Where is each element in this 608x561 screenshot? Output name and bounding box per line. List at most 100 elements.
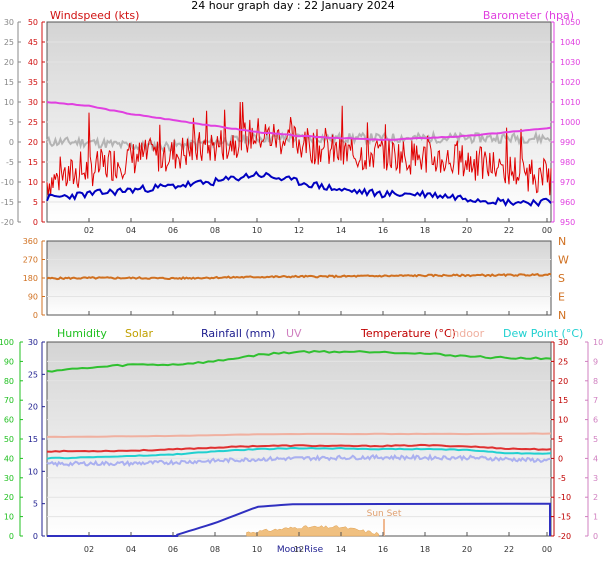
time-tick-label: 00 xyxy=(542,226,552,235)
temperature-tick-label: 30 xyxy=(558,338,568,347)
humidity-tick-label: 50 xyxy=(4,435,14,444)
temperature-tick-label: -10 xyxy=(558,493,571,502)
uv-tick-label: 0 xyxy=(593,532,598,541)
barometer-tick-label: 990 xyxy=(560,138,575,147)
direction-tick-label: 360 xyxy=(23,237,38,246)
indoor-line xyxy=(46,432,552,439)
chart-title: 24 hour graph day : 22 January 2024 xyxy=(191,0,395,12)
time-tick-label: 18 xyxy=(420,226,430,235)
time-tick-label: 12 xyxy=(294,226,304,235)
time-tick-label: 08 xyxy=(210,226,220,235)
direction-tick-label: 0 xyxy=(33,311,38,320)
temperature-tick-label: 25 xyxy=(558,357,568,366)
humidity-tick-label: 0 xyxy=(9,532,14,541)
humidity-tick-label: 20 xyxy=(4,493,14,502)
wind-axes: 302520151050-5-10-15-2050454035302520151… xyxy=(1,18,580,227)
barometer-tick-label: 960 xyxy=(560,198,575,207)
time-tick-label: 10 xyxy=(252,545,262,554)
gust-grey-line xyxy=(46,129,552,153)
legend: Humidity Solar Rainfall (mm) UV Temperat… xyxy=(57,327,583,340)
compass-label: E xyxy=(558,291,565,304)
wind-outer-tick-label: -20 xyxy=(1,218,14,227)
wind-outer-tick-label: 5 xyxy=(9,118,14,127)
time-tick-label: 10 xyxy=(252,226,262,235)
uv-tick-label: 9 xyxy=(593,357,598,366)
barometer-tick-label: 980 xyxy=(560,158,575,167)
sun-set-annotation: Sun Set xyxy=(367,509,402,519)
wind-outer-tick-label: 0 xyxy=(9,138,14,147)
temperature-tick-label: -5 xyxy=(558,474,566,483)
time-tick-label: 06 xyxy=(168,545,178,554)
compass-label: S xyxy=(558,272,565,285)
time-tick-label: 14 xyxy=(336,545,346,554)
barometer-tick-label: 1040 xyxy=(560,38,580,47)
time-tick-label: 02 xyxy=(84,226,94,235)
multi-axes: 1009080706050403020100302520151050302520… xyxy=(0,338,603,541)
windspeed-tick-label: 25 xyxy=(28,118,38,127)
temperature-tick-label: -15 xyxy=(558,513,571,522)
barometer-tick-label: 1030 xyxy=(560,58,580,67)
uv-tick-label: 8 xyxy=(593,377,598,386)
humidity-tick-label: 10 xyxy=(4,513,14,522)
direction-line xyxy=(46,272,552,281)
legend-indoor: Indoor xyxy=(449,327,485,340)
uv-tick-label: 3 xyxy=(593,474,598,483)
humidity-tick-label: 100 xyxy=(0,338,14,347)
barometer-tick-label: 1000 xyxy=(560,118,580,127)
legend-rainfall: Rainfall (mm) xyxy=(201,327,275,340)
uv-tick-label: 10 xyxy=(593,338,603,347)
wind-outer-tick-label: 25 xyxy=(4,38,14,47)
time-tick-label: 12 xyxy=(294,545,304,554)
direction-tick-label: 90 xyxy=(28,293,38,302)
wind-outer-tick-label: -10 xyxy=(1,178,14,187)
rainfall-tick-label: 25 xyxy=(28,370,38,379)
time-tick-label: 20 xyxy=(462,545,472,554)
time-tick-label: 04 xyxy=(126,545,136,554)
multi-series xyxy=(46,349,552,537)
temperature-tick-label: 10 xyxy=(558,416,568,425)
windspeed-tick-label: 30 xyxy=(28,98,38,107)
time-tick-label: 22 xyxy=(504,226,514,235)
rainfall-line xyxy=(47,502,552,537)
time-tick-label: 00 xyxy=(542,545,552,554)
windspeed-tick-label: 40 xyxy=(28,58,38,67)
windspeed-tick-label: 35 xyxy=(28,78,38,87)
temperature-line xyxy=(46,443,552,453)
barometer-tick-label: 950 xyxy=(560,218,575,227)
compass-label: W xyxy=(558,254,569,267)
uv-tick-label: 2 xyxy=(593,493,598,502)
barometer-tick-label: 1050 xyxy=(560,18,580,27)
rainfall-tick-label: 10 xyxy=(28,467,38,476)
windspeed-tick-label: 15 xyxy=(28,158,38,167)
wind-average-line xyxy=(46,170,552,208)
direction-series xyxy=(46,272,552,281)
humidity-line xyxy=(46,349,552,373)
temperature-tick-label: 5 xyxy=(558,435,563,444)
uv-tick-label: 4 xyxy=(593,454,598,463)
wind-series xyxy=(46,101,552,208)
windspeed-tick-label: 5 xyxy=(33,198,38,207)
humidity-tick-label: 60 xyxy=(4,416,14,425)
windspeed-line xyxy=(46,101,552,197)
time-tick-label: 20 xyxy=(462,226,472,235)
windspeed-tick-label: 45 xyxy=(28,38,38,47)
humidity-tick-label: 30 xyxy=(4,474,14,483)
rainfall-tick-label: 0 xyxy=(33,532,38,541)
barometer-tick-label: 1020 xyxy=(560,78,580,87)
temperature-tick-label: 0 xyxy=(558,454,563,463)
windspeed-tick-label: 10 xyxy=(28,178,38,187)
rainfall-tick-label: 20 xyxy=(28,403,38,412)
time-tick-label: 02 xyxy=(84,545,94,554)
dewpoint-line xyxy=(46,446,552,460)
uv-tick-label: 7 xyxy=(593,396,598,405)
windspeed-tick-label: 0 xyxy=(33,218,38,227)
humidity-tick-label: 70 xyxy=(4,396,14,405)
windspeed-tick-label: 50 xyxy=(28,18,38,27)
direction-tick-label: 180 xyxy=(23,274,38,283)
solar-area xyxy=(246,525,380,537)
barometer-tick-label: 970 xyxy=(560,178,575,187)
uv-tick-label: 1 xyxy=(593,513,598,522)
wind-outer-tick-label: 15 xyxy=(4,78,14,87)
